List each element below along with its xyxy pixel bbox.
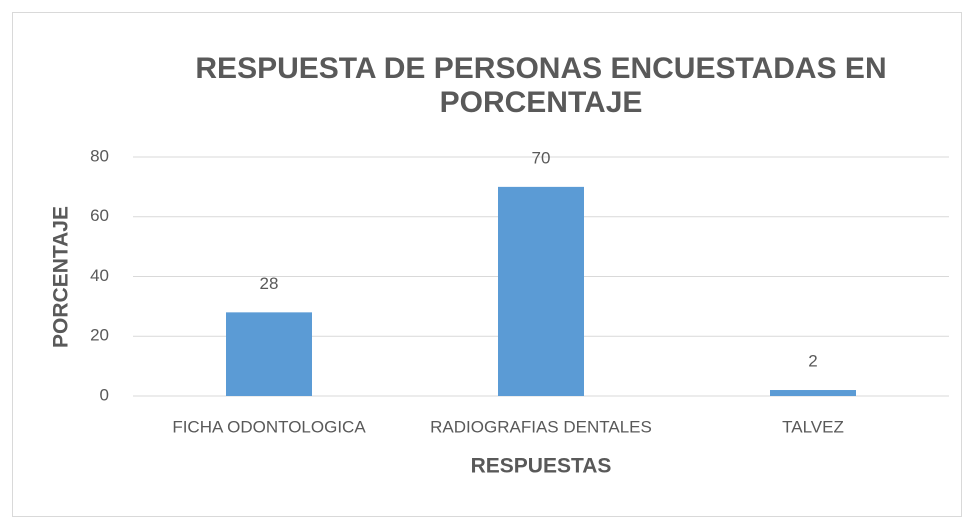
x-tick-label: RADIOGRAFIAS DENTALES xyxy=(430,417,652,436)
y-tick-label: 80 xyxy=(90,146,109,165)
data-label: 28 xyxy=(260,274,279,293)
y-axis-label: PORCENTAJE xyxy=(50,206,73,348)
x-tick-label: TALVEZ xyxy=(782,417,844,436)
bar xyxy=(226,312,312,396)
y-tick-label: 40 xyxy=(90,266,109,285)
y-tick-label: 60 xyxy=(90,206,109,225)
x-axis-label: RESPUESTAS xyxy=(471,455,612,478)
bar xyxy=(770,390,856,396)
y-tick-label: 0 xyxy=(100,385,109,404)
data-label: 2 xyxy=(808,352,817,371)
chart-title: RESPUESTA DE PERSONAS ENCUESTADAS EN POR… xyxy=(195,52,887,119)
y-tick-label: 20 xyxy=(90,326,109,345)
x-tick-label: FICHA ODONTOLOGICA xyxy=(172,417,366,436)
bar xyxy=(498,186,584,396)
data-label: 70 xyxy=(532,148,551,167)
